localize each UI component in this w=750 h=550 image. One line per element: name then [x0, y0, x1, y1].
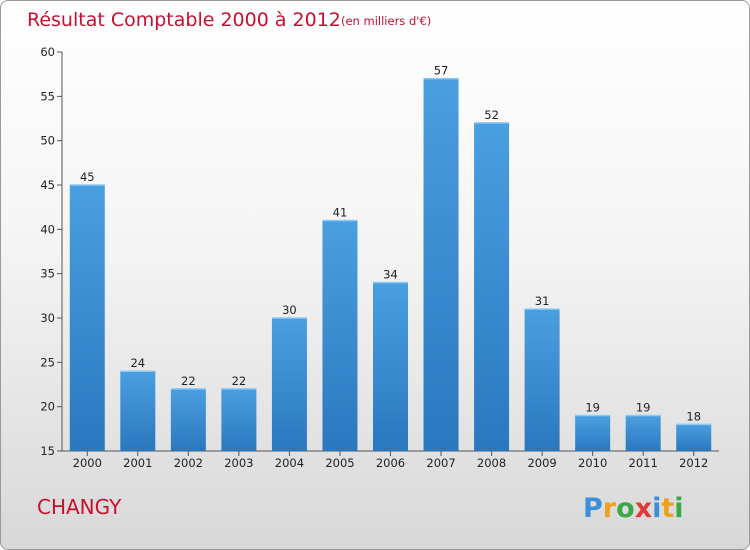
- bar-2008: [474, 122, 510, 451]
- value-label-2003: 22: [232, 374, 247, 388]
- bar-2002: [170, 388, 206, 451]
- bar-2005: [322, 220, 358, 451]
- logo-letter: P: [583, 493, 603, 524]
- y-tick-label: 50: [40, 134, 55, 148]
- logo-letter: i: [652, 493, 661, 524]
- y-tick-label: 60: [40, 45, 55, 59]
- value-label-2008: 52: [484, 108, 499, 122]
- value-label-2011: 19: [636, 401, 651, 415]
- y-tick-label: 35: [40, 267, 55, 281]
- x-tick-label-2006: 2006: [376, 456, 405, 470]
- value-label-2001: 24: [130, 356, 145, 370]
- y-tick-label: 30: [40, 311, 55, 325]
- x-tick-label-2005: 2005: [325, 456, 354, 470]
- logo-letter: i: [674, 493, 683, 524]
- x-tick-label-2012: 2012: [679, 456, 708, 470]
- bars: 45 24 22 22 30 41 34 57 52 31 19 19 18: [69, 64, 712, 451]
- x-tick-label-2004: 2004: [275, 456, 304, 470]
- x-tick-label-2011: 2011: [629, 456, 658, 470]
- value-label-2012: 18: [686, 409, 701, 423]
- y-tick-label: 15: [40, 444, 55, 458]
- value-label-2002: 22: [181, 374, 196, 388]
- bar-2012: [676, 424, 712, 451]
- y-tick-label: 55: [40, 89, 55, 103]
- value-label-2004: 30: [282, 303, 297, 317]
- x-tick-label-2007: 2007: [426, 456, 455, 470]
- logo-letter: r: [603, 493, 617, 524]
- axes: 15 20 25 30 35 40 45 50 55 60 2000 2001 2002 2003 2004…: [40, 45, 719, 470]
- y-tick-label: 45: [40, 178, 55, 192]
- value-label-2010: 19: [585, 401, 600, 415]
- y-tick-label: 40: [40, 222, 55, 236]
- bar-2001: [120, 371, 156, 451]
- chart-title: Résultat Comptable 2000 à 2012: [27, 9, 341, 31]
- bar-2010: [575, 415, 611, 451]
- logo-letter: o: [616, 493, 635, 524]
- bar-2000: [69, 185, 105, 451]
- city-name: CHANGY: [37, 495, 122, 519]
- bar-2011: [625, 415, 661, 451]
- bar-2009: [524, 309, 560, 451]
- value-label-2000: 45: [80, 170, 95, 184]
- bar-2004: [271, 318, 307, 451]
- y-tick-label: 20: [40, 400, 55, 414]
- proxiti-logo: Proxiti: [583, 493, 684, 524]
- y-tick-label: 25: [40, 355, 55, 369]
- x-tick-label-2000: 2000: [73, 456, 102, 470]
- x-tick-label-2002: 2002: [174, 456, 203, 470]
- logo-letter: t: [661, 493, 674, 524]
- bar-2006: [373, 282, 408, 451]
- chart-subtitle: (en milliers d'€): [341, 14, 431, 28]
- value-label-2006: 34: [383, 268, 398, 282]
- x-tick-label-2009: 2009: [527, 456, 556, 470]
- x-tick-label-2008: 2008: [477, 456, 506, 470]
- x-tick-label-2001: 2001: [123, 456, 152, 470]
- value-label-2009: 31: [535, 294, 550, 308]
- bar-2003: [221, 388, 257, 451]
- x-tick-label-2003: 2003: [224, 456, 253, 470]
- value-label-2007: 57: [434, 64, 449, 78]
- bar-2007: [423, 78, 459, 451]
- logo-letter: x: [635, 493, 652, 524]
- x-tick-label-2010: 2010: [578, 456, 607, 470]
- value-label-2005: 41: [333, 205, 348, 219]
